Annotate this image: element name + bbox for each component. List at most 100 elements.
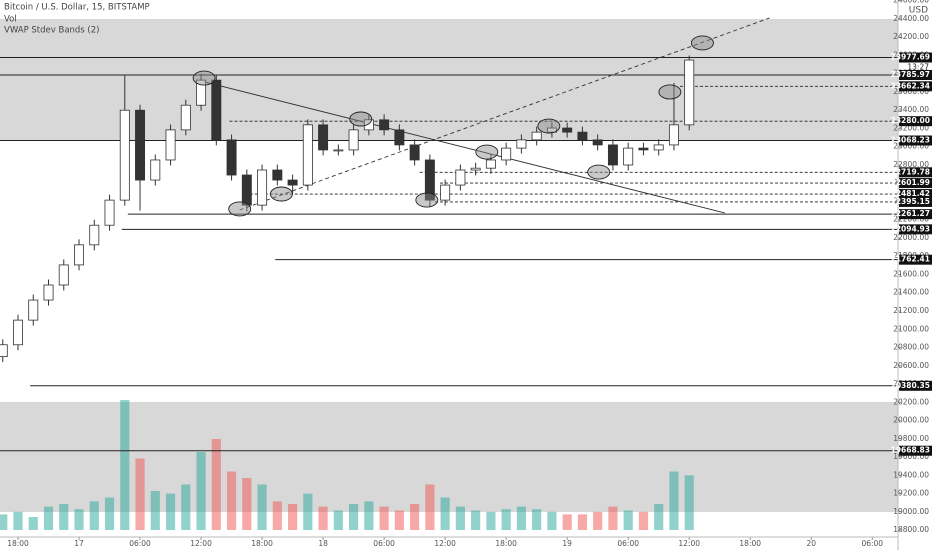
volume-bar (410, 504, 420, 530)
marker-ellipse (658, 84, 682, 100)
candle-body (257, 169, 268, 206)
volume-bar (196, 452, 206, 530)
level-label: 23785.97 (891, 70, 930, 79)
level-label-box (899, 224, 932, 235)
volume-bar (486, 511, 496, 530)
level-label: 23280.00 (891, 116, 930, 125)
volume-bar (455, 506, 465, 530)
level-label: 21762.41 (891, 255, 930, 264)
y-tick-label: 19000.00 (893, 507, 929, 516)
price-zone (0, 18, 898, 141)
volume-bar (181, 484, 191, 530)
candle-body (501, 147, 512, 161)
volume-bar (165, 493, 176, 530)
volume-bar (43, 506, 54, 530)
candle-body (318, 124, 329, 151)
candle-body (302, 124, 313, 186)
x-tick-label: 19 (562, 539, 572, 548)
candle-body (180, 104, 191, 131)
candle-body (562, 127, 573, 133)
volume-bar (471, 510, 481, 530)
level-label-box (899, 81, 932, 92)
volume-bar (547, 511, 557, 530)
candle-body (684, 59, 695, 126)
candle-body (607, 144, 618, 166)
volume-bar (288, 504, 298, 530)
volume-bar (211, 439, 221, 530)
trendline (205, 81, 725, 214)
level-label: 22481.42 (891, 189, 930, 198)
y-tick-label: 20800.00 (893, 343, 929, 352)
y-tick-label: 24400.00 (893, 14, 929, 23)
candle-body (363, 119, 374, 131)
y-tick-label: 20600.00 (893, 361, 929, 370)
x-tick-label: 20 (806, 539, 816, 548)
candle-body (104, 199, 115, 226)
volume-bar (0, 514, 8, 530)
x-tick-label: 18:00 (251, 539, 273, 548)
level-label: 22094.93 (891, 224, 930, 233)
chart-title: Bitcoin / U.S. Dollar, 15, BITSTAMP (4, 3, 150, 13)
indicator-label: Vol (4, 15, 17, 25)
marker-ellipse (690, 35, 714, 51)
candle-body (348, 129, 359, 151)
volume-bar (257, 484, 267, 530)
x-tick-label: 12:00 (434, 539, 456, 548)
volume-bar (303, 493, 313, 530)
volume-bar (654, 504, 664, 530)
level-label-box (899, 135, 932, 146)
volume-bar (532, 509, 542, 530)
candle-body (150, 159, 161, 181)
volume-bar (440, 497, 450, 530)
x-tick-label: 12:00 (190, 539, 212, 548)
y-tick-label: 22200.00 (893, 215, 929, 224)
indicator-label: VWAP Stdev Bands (2) (4, 26, 99, 36)
volume-bar (349, 504, 359, 530)
candle-body (531, 131, 542, 141)
level-label-box (899, 52, 932, 63)
level-label: 23977.69 (891, 53, 930, 62)
y-tick-label: 18800.00 (893, 525, 929, 534)
x-tick-label: 06:00 (617, 539, 639, 548)
candle-body (470, 167, 481, 171)
x-tick-label: 17 (74, 539, 84, 548)
volume-bar (333, 510, 343, 530)
candle-body (28, 299, 39, 321)
y-tick-label: 21600.00 (893, 269, 929, 278)
volume-bar (242, 478, 252, 530)
volume-bar (74, 509, 84, 530)
y-tick-label: 21000.00 (893, 324, 929, 333)
y-tick-label: 23400.00 (893, 105, 929, 114)
volume-bar (318, 506, 328, 530)
y-tick-label: 24600.00 (893, 0, 929, 5)
candle-body (623, 147, 634, 166)
x-tick-label: 06:00 (861, 539, 883, 548)
currency-label: USD (909, 6, 928, 16)
y-tick-label: 21400.00 (893, 288, 929, 297)
candle-body (226, 139, 237, 176)
candle-body (241, 174, 252, 206)
volume-bar (501, 509, 511, 530)
candle-body (577, 131, 588, 141)
candle-body (668, 124, 679, 146)
candle-body (394, 129, 405, 146)
countdown: 13:27 (907, 63, 929, 72)
volume-bar (272, 501, 282, 530)
candle-body (89, 224, 100, 246)
volume-bar (425, 484, 435, 530)
y-tick-label: 19600.00 (893, 452, 929, 461)
volume-bar (562, 514, 572, 530)
candle-body (424, 159, 435, 201)
candle-body (196, 79, 207, 106)
y-tick-label: 24200.00 (893, 32, 929, 41)
volume-bar (394, 510, 404, 530)
marker-ellipse (587, 164, 611, 180)
candle-body (58, 264, 69, 286)
volume-bar (89, 501, 99, 530)
x-tick-label: 06:00 (129, 539, 151, 548)
level-label-box (899, 254, 932, 265)
level-label: 23068.23 (891, 136, 930, 145)
candle-body (409, 144, 420, 161)
candle-body (74, 244, 84, 266)
